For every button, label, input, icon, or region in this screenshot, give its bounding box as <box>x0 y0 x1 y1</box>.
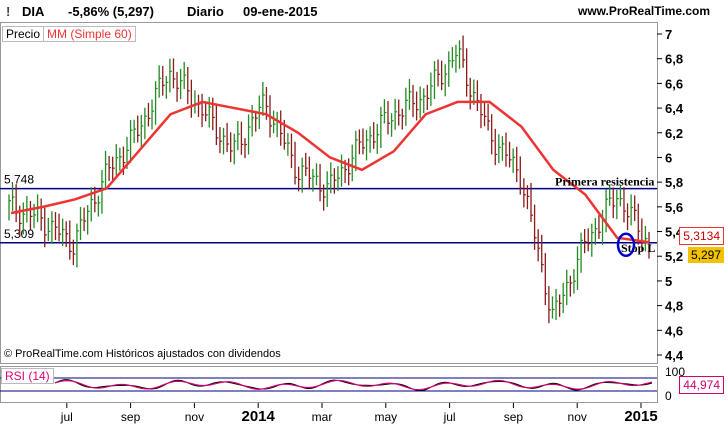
x-tick-label: may <box>374 410 397 424</box>
period-label: Diario <box>187 4 224 19</box>
y-tick-label: 5,8 <box>665 175 683 190</box>
y-tick-label: 4,6 <box>665 323 683 338</box>
y-tick-label: 6 <box>665 150 672 165</box>
date-label: 09-ene-2015 <box>243 4 318 19</box>
price-panel-frame <box>0 22 658 364</box>
site-link[interactable]: www.ProRealTime.com <box>578 4 711 18</box>
x-tick-label: jul <box>443 410 456 424</box>
x-tick-label: nov <box>185 410 204 424</box>
legend-price: Precio <box>6 27 41 41</box>
rsi-value-label: 44,974 <box>679 376 724 394</box>
y-tick-label: 7 <box>665 27 672 42</box>
x-tick-label: sep <box>121 410 141 424</box>
change-label: -5,86% (5,297) <box>68 4 154 19</box>
y-tick-label: 4,4 <box>665 348 684 363</box>
symbol-label: DIA <box>22 4 45 19</box>
y-tick-label: 5,4 <box>665 225 684 240</box>
support-line-label: 5,748 <box>4 173 34 187</box>
rsi-legend: RSI (14) <box>1 368 54 384</box>
footer-note: © ProRealTime.com Históricos ajustados c… <box>4 348 281 360</box>
ma-value-label: 5,3134 <box>679 227 724 245</box>
legend-moving-average: MM (Simple 60) <box>43 27 135 41</box>
rsi-line <box>54 379 653 391</box>
y-tick-label: 5,6 <box>665 200 683 215</box>
y-tick-label: 5,2 <box>665 249 683 264</box>
y-tick-label: 4,8 <box>665 299 683 314</box>
last-price-label: 5,297 <box>687 247 724 263</box>
y-tick-label: 6,4 <box>665 101 684 116</box>
chart-header: ! DIA -5,86% (5,297) Diario 09-ene-2015 … <box>0 0 728 22</box>
warning-icon: ! <box>6 4 11 19</box>
rsi-panel-frame <box>0 366 658 403</box>
annotation-stop: Stop L <box>621 241 655 255</box>
stop-circle <box>616 232 636 258</box>
y-tick-label: 6,2 <box>665 126 683 141</box>
x-tick-label: nov <box>568 410 587 424</box>
x-tick-label: 2015 <box>624 408 657 425</box>
y-tick-label: 6,8 <box>665 52 683 67</box>
y-tick-label: 5 <box>665 274 672 289</box>
x-tick-label: sep <box>504 410 524 424</box>
x-tick-label: 2014 <box>242 408 276 425</box>
annotation-resistance: Primera resistencia <box>555 175 654 189</box>
rsi-level-label: 100 <box>665 365 685 379</box>
rsi-level-label: 0 <box>665 389 672 403</box>
moving-average-line <box>10 100 650 244</box>
y-tick-label: 6,6 <box>665 76 683 91</box>
x-tick-label: jul <box>60 410 73 424</box>
legend-box: Precio MM (Simple 60) <box>2 26 136 42</box>
x-tick-label: mar <box>312 410 333 424</box>
